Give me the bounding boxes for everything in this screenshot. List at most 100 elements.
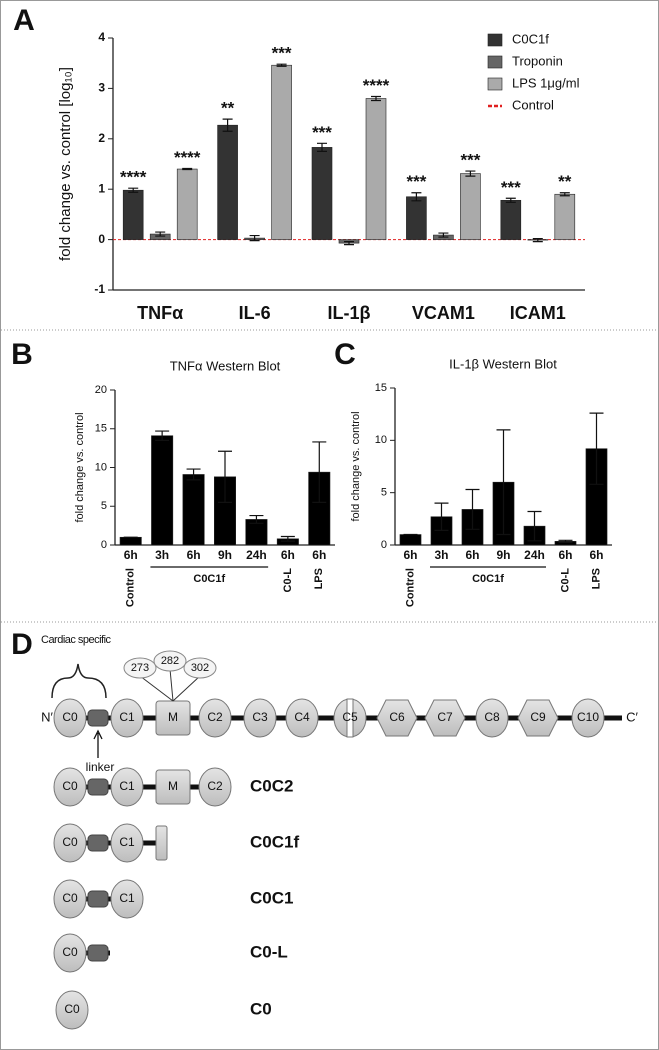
- phospho-region: [346, 698, 354, 738]
- domain: [110, 698, 144, 738]
- x-tick-label: 6h: [589, 548, 603, 562]
- linker: [87, 944, 109, 962]
- group-label: Control: [125, 568, 137, 607]
- domain: [55, 990, 89, 1030]
- domain-label: C0: [64, 1002, 80, 1016]
- y-axis-label: fold change vs. control [log₁₀]: [57, 67, 74, 261]
- x-tick-label: 6h: [465, 548, 479, 562]
- bar: [460, 173, 481, 240]
- bar: [217, 124, 238, 240]
- domain-label: C8: [484, 710, 500, 724]
- error-bar: [527, 510, 542, 542]
- phospho-site: [183, 657, 217, 679]
- legend-label: C0C1f: [512, 31, 549, 46]
- error-bar: [186, 468, 201, 481]
- domain-label: C0: [62, 891, 78, 905]
- domain: [53, 879, 87, 919]
- x-tick-label: 24h: [524, 548, 545, 562]
- significance: ****: [120, 168, 147, 187]
- x-tick-label: 6h: [281, 548, 295, 562]
- domain-label: C0: [62, 710, 78, 724]
- domain: [424, 699, 466, 737]
- significance: ***: [460, 151, 480, 170]
- y-tick-label: 10: [375, 434, 387, 446]
- domain-label: C3: [252, 710, 268, 724]
- y-tick-label: 3: [98, 81, 105, 95]
- y-tick-label: 0: [381, 539, 387, 551]
- significance: ***: [272, 44, 292, 63]
- legend-label: LPS 1μg/ml: [512, 75, 580, 90]
- panel-label: C: [334, 338, 356, 371]
- bar: [399, 534, 422, 546]
- domain: [53, 767, 87, 807]
- bar: [500, 199, 522, 240]
- group-label: LPS: [313, 568, 325, 589]
- domain: [517, 699, 559, 737]
- domain-label: C4: [294, 710, 310, 724]
- error-bar: [465, 170, 476, 177]
- x-tick-label: 6h: [124, 548, 138, 562]
- error-bar: [155, 231, 166, 237]
- y-tick-label: 1: [98, 181, 105, 195]
- domain: [155, 769, 191, 805]
- legend-label: Control: [512, 97, 554, 112]
- x-tick-label: 9h: [496, 548, 510, 562]
- brace: [51, 663, 107, 699]
- domain-label: C0: [62, 835, 78, 849]
- construct-name: C0C1f: [250, 832, 299, 851]
- group-label: C0-L: [559, 568, 571, 593]
- bar: [311, 147, 333, 240]
- x-tick-label: IL-6: [239, 303, 271, 323]
- truncated-domain: [155, 825, 168, 861]
- error-bar: [589, 412, 604, 485]
- domain-label: C1: [119, 835, 135, 849]
- domain: [198, 767, 232, 807]
- construct-name: C0: [250, 999, 272, 1018]
- error-bar: [312, 441, 327, 503]
- construct-name: C0-L: [250, 942, 288, 961]
- error-bar: [465, 488, 480, 530]
- domain-label: C5: [342, 710, 358, 724]
- y-tick-label: 10: [95, 461, 107, 473]
- bar: [271, 64, 292, 240]
- x-tick-label: 6h: [558, 548, 572, 562]
- linker-arrow: [93, 729, 103, 758]
- error-bar: [434, 502, 449, 531]
- domain-label: C0: [62, 945, 78, 959]
- x-tick-label: VCAM1: [412, 303, 475, 323]
- domain: [475, 698, 509, 738]
- domain: [110, 879, 144, 919]
- domain-label: C1: [119, 891, 135, 905]
- n-terminus: N′: [41, 709, 53, 724]
- significance: ****: [174, 148, 201, 167]
- x-tick-label: 24h: [246, 548, 267, 562]
- linker-label: linker: [86, 760, 115, 774]
- x-tick-label: ICAM1: [510, 303, 566, 323]
- domain: [571, 698, 605, 738]
- panel-label: A: [13, 4, 35, 37]
- y-axis-label: fold change vs. control: [74, 412, 86, 522]
- linker: [87, 709, 109, 727]
- significance: **: [558, 172, 572, 191]
- y-tick-label: 5: [381, 487, 387, 499]
- domain-label: C0: [62, 779, 78, 793]
- domain: [53, 698, 87, 738]
- error-bar: [280, 535, 295, 542]
- linker: [87, 778, 109, 796]
- legend-swatch: [487, 77, 503, 91]
- cardiac-label: Cardiac specific: [41, 634, 112, 646]
- legend-swatch: [487, 55, 503, 69]
- phospho-site: [123, 657, 157, 679]
- error-bar: [411, 192, 422, 202]
- bar: [151, 435, 174, 546]
- error-bar: [128, 187, 139, 193]
- error-bar: [218, 450, 232, 503]
- domain: [198, 698, 232, 738]
- y-axis-label: fold change vs. control: [350, 411, 362, 521]
- domain-label: C2: [207, 779, 223, 793]
- domain: [53, 933, 87, 973]
- y-tick-label: 15: [95, 423, 107, 435]
- bar: [176, 168, 198, 240]
- panel-label: B: [11, 338, 33, 371]
- error-bar: [155, 430, 170, 441]
